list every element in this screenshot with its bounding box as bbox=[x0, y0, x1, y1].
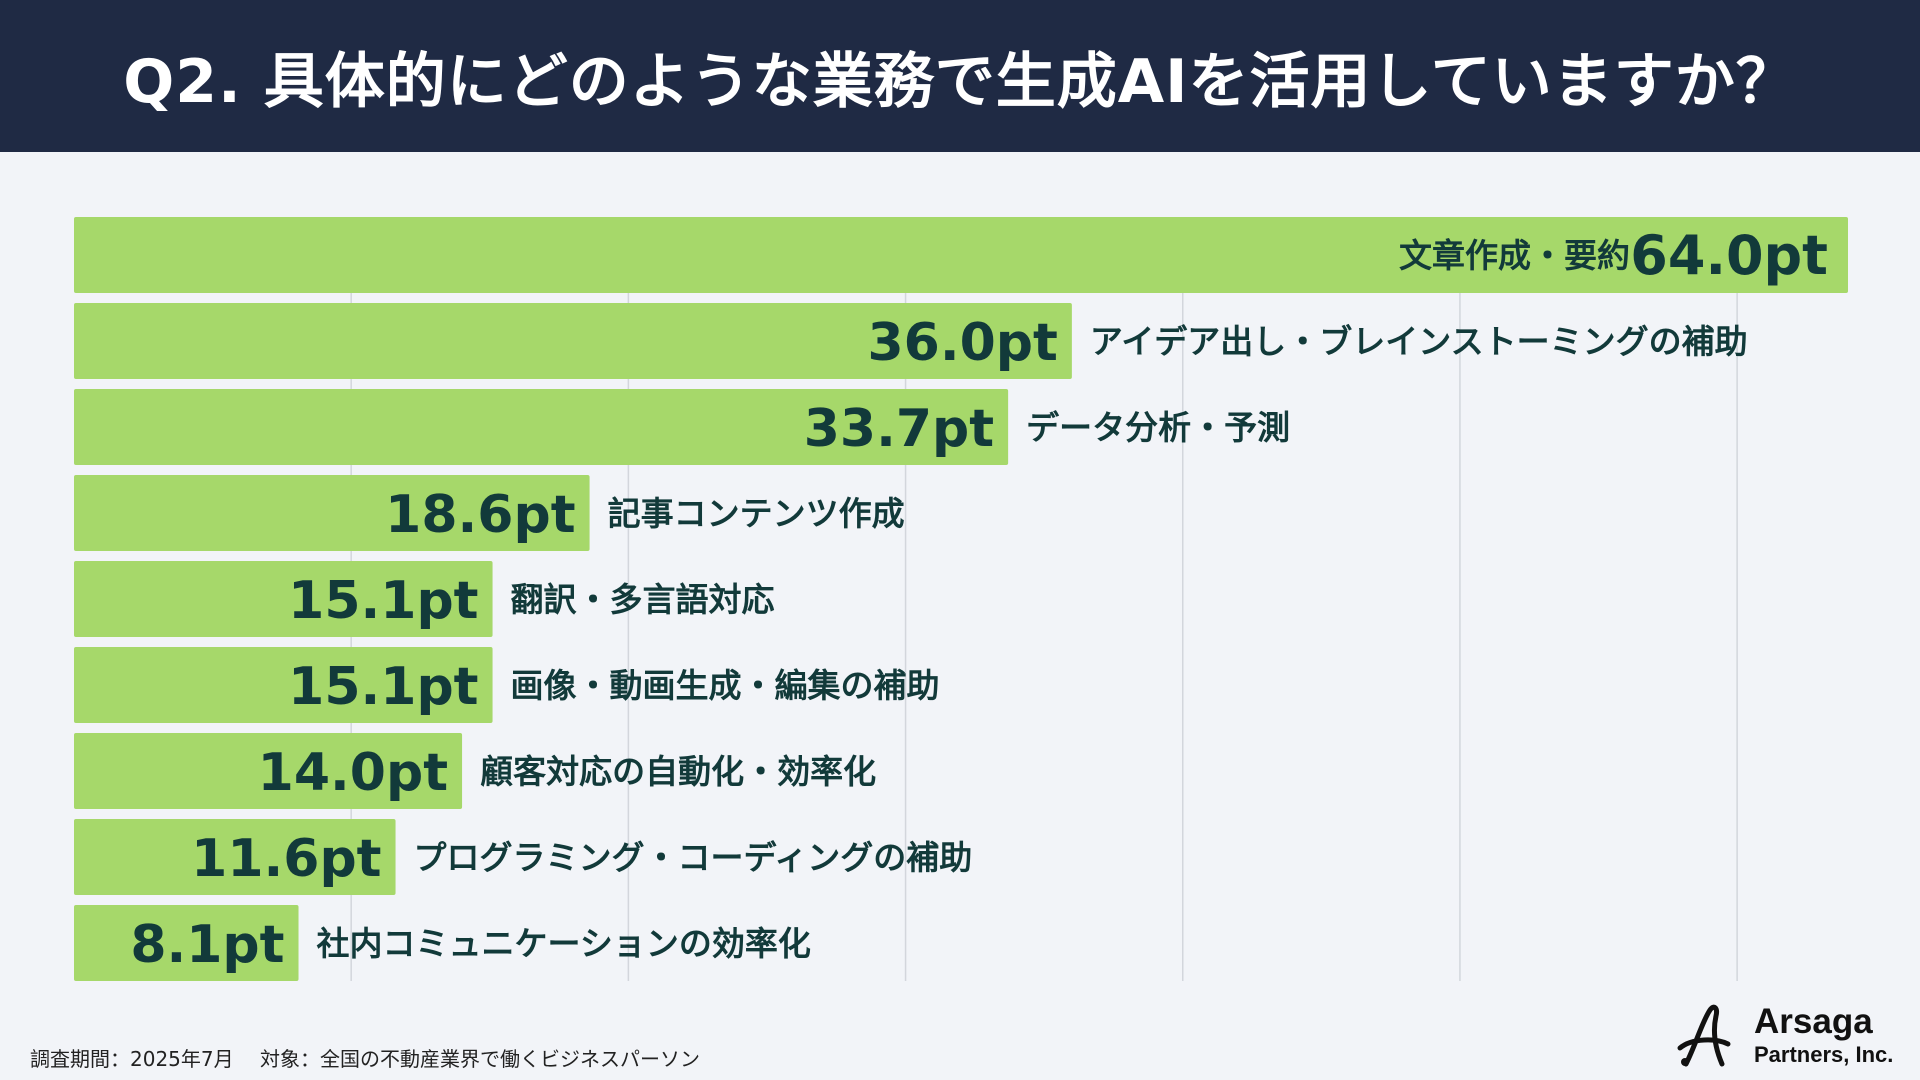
category-label: 顧客対応の自動化・効率化 bbox=[480, 752, 876, 791]
bar bbox=[74, 733, 463, 809]
company-logo: Arsaga Partners, Inc. bbox=[1676, 1002, 1906, 1072]
category-label: プログラミング・コーディングの補助 bbox=[414, 838, 973, 877]
bar bbox=[74, 217, 1848, 293]
category-label: 文章作成・要約 bbox=[1399, 236, 1630, 275]
category-label: 画像・動画生成・編集の補助 bbox=[511, 666, 940, 705]
arsaga-logo-icon bbox=[1677, 1004, 1731, 1067]
data-label: 11.6pt bbox=[191, 829, 381, 889]
data-label: 15.1pt bbox=[288, 657, 478, 717]
bar bbox=[74, 647, 493, 723]
bar bbox=[74, 303, 1072, 379]
bar bbox=[74, 475, 590, 551]
category-label: データ分析・予測 bbox=[1026, 408, 1290, 447]
data-label: 14.0pt bbox=[258, 743, 448, 803]
data-label: 64.0pt bbox=[1630, 224, 1828, 287]
logo-name: Arsaga bbox=[1754, 1002, 1873, 1041]
category-label: 記事コンテンツ作成 bbox=[608, 494, 905, 533]
category-label: 社内コミュニケーションの効率化 bbox=[317, 924, 811, 963]
category-label: アイデア出し・ブレインストーミングの補助 bbox=[1090, 322, 1748, 361]
bar bbox=[74, 819, 396, 895]
data-label: 8.1pt bbox=[130, 915, 284, 975]
bar bbox=[74, 561, 493, 637]
data-label: 18.6pt bbox=[385, 485, 575, 545]
survey-note: 調査期間：2025年7月 対象：全国の不動産業界で働くビジネスパーソン bbox=[30, 1047, 700, 1071]
data-label: 33.7pt bbox=[804, 399, 994, 459]
page-title: Q2. 具体的にどのような業務で生成AIを活用していますか？ bbox=[123, 46, 1797, 117]
data-label: 36.0pt bbox=[867, 313, 1057, 373]
category-label: 翻訳・多言語対応 bbox=[511, 580, 775, 619]
title-banner: Q2. 具体的にどのような業務で生成AIを活用していますか？ bbox=[0, 0, 1920, 152]
data-label: 15.1pt bbox=[288, 571, 478, 631]
bar bbox=[74, 905, 299, 981]
bar bbox=[74, 389, 1009, 465]
logo-subname: Partners, Inc. bbox=[1754, 1042, 1894, 1067]
